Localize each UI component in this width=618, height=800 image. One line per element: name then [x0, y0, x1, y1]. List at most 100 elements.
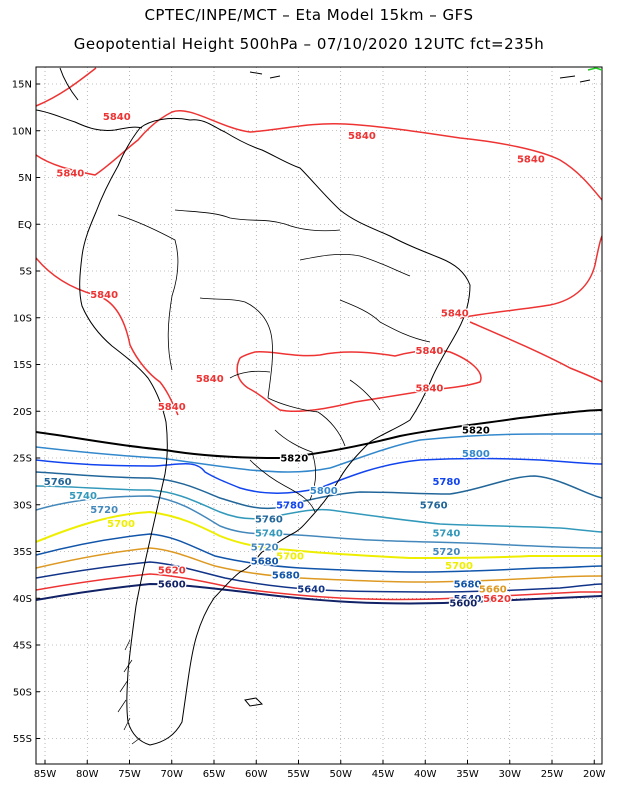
contour-5840-brazil: [236, 349, 482, 413]
lat-tick-label: 25S: [13, 454, 32, 465]
lat-tick-label: 5N: [18, 173, 32, 184]
contour-label-5840: 5840: [196, 374, 224, 385]
lat-tick-label: 55S: [13, 734, 32, 745]
contour-layer: [36, 67, 602, 605]
country-borders: [117, 209, 431, 513]
contour-label-5720: 5720: [432, 547, 460, 558]
contour-5700: [36, 510, 602, 560]
lon-tick-label: 70W: [160, 769, 183, 780]
title-line-1: CPTEC/INPE/MCT – Eta Model 15km – GFS: [144, 6, 474, 24]
lon-tick-label: 30W: [498, 769, 521, 780]
contour-5780: [36, 457, 602, 494]
contour-5740: [36, 485, 602, 533]
contour-label-5720: 5720: [90, 505, 118, 516]
contour-label-5840: 5840: [416, 383, 444, 394]
central-america-coastline: [36, 67, 143, 131]
contour-label-5620: 5620: [158, 566, 186, 577]
lat-tick-label: 30S: [13, 500, 32, 511]
lon-tick-label: 50W: [329, 769, 352, 780]
lat-tick-label: EQ: [18, 220, 32, 231]
lon-tick-label: 80W: [76, 769, 99, 780]
contour-label-5760: 5760: [420, 500, 448, 511]
contour-label-5720: 5720: [251, 542, 279, 553]
contour-label-5780: 5780: [432, 477, 460, 488]
contour-label-5840: 5840: [441, 309, 469, 320]
lat-tick-label: 10S: [13, 313, 32, 324]
contour-label-5840: 5840: [56, 168, 84, 179]
contour-label-5820: 5820: [280, 454, 308, 465]
contour-label-5840: 5840: [90, 290, 118, 301]
lon-tick-label: 65W: [203, 769, 226, 780]
lon-tick-label: 20W: [583, 769, 606, 780]
contour-label-5600: 5600: [158, 580, 186, 591]
contour-label-5800: 5800: [462, 449, 490, 460]
contour-5800: [36, 433, 602, 473]
lon-tick-label: 75W: [118, 769, 141, 780]
lat-tick-label: 40S: [13, 594, 32, 605]
contour-label-5680: 5680: [454, 580, 482, 591]
contour-label-5680: 5680: [272, 570, 300, 581]
contour-label-5640: 5640: [297, 584, 325, 595]
contour-label-5700: 5700: [445, 561, 473, 572]
contour-label-5760: 5760: [255, 514, 283, 525]
contour-5620: [36, 573, 602, 601]
plot-background: [36, 67, 602, 764]
axis-ticks: 15N 10N 5N EQ 5S 10S 15S 20S 25S 30S 35S 40S 45S 50S 5…: [12, 80, 606, 781]
green-boundary-mark: [587, 67, 603, 71]
contour-5840-peru: [36, 257, 179, 416]
title-line-2: Geopotential Height 500hPa – 07/10/2020 …: [73, 35, 545, 53]
contour-label-5840: 5840: [103, 112, 131, 123]
contour-label-5740: 5740: [69, 491, 97, 502]
contour-5840-atlantic: [459, 235, 602, 383]
contour-label-5840: 5840: [416, 346, 444, 357]
contour-label-5740: 5740: [432, 528, 460, 539]
contour-label-5680: 5680: [251, 556, 279, 567]
contour-5820: [36, 409, 602, 460]
contour-5660: [36, 547, 602, 583]
contour-label-5660: 5660: [479, 584, 507, 595]
contour-label-5640: 5640: [454, 594, 482, 605]
contour-5720: [36, 495, 602, 549]
lon-tick-label: 25W: [541, 769, 564, 780]
coastlines: [36, 67, 591, 746]
lon-tick-label: 40W: [414, 769, 437, 780]
lat-tick-label: 15N: [12, 80, 32, 91]
contour-label-5840: 5840: [348, 131, 376, 142]
contour-5600: [36, 582, 602, 605]
south-america-coastline: [79, 117, 471, 746]
chile-archipelago: [117, 639, 141, 745]
contour-label-5840: 5840: [158, 402, 186, 413]
lat-tick-label: 35S: [13, 547, 32, 558]
contour-label-5800: 5800: [310, 486, 338, 497]
contour-label-5740: 5740: [255, 528, 283, 539]
lon-tick-label: 60W: [245, 769, 268, 780]
caribbean-islands: [249, 71, 591, 83]
contour-label-5820: 5820: [462, 425, 490, 436]
lat-tick-label: 50S: [13, 687, 32, 698]
lat-tick-label: 10N: [12, 126, 32, 137]
lat-tick-label: 20S: [13, 407, 32, 418]
contour-label-5700: 5700: [107, 519, 135, 530]
lon-tick-label: 45W: [372, 769, 395, 780]
lon-tick-label: 55W: [287, 769, 310, 780]
lat-tick-label: 15S: [13, 360, 32, 371]
falkland-islands: [244, 697, 264, 707]
graticule: [36, 67, 602, 764]
lon-tick-label: 85W: [34, 769, 57, 780]
contour-label-5600: 5600: [449, 598, 477, 609]
contour-label-5760: 5760: [44, 477, 72, 488]
lon-tick-label: 35W: [456, 769, 479, 780]
lat-tick-label: 5S: [19, 267, 32, 278]
contour-labels: 5840 5840 5840 5840 5840 5840 5840 5840 5840 5840…: [43, 111, 547, 611]
lat-tick-label: 45S: [13, 641, 32, 652]
contour-5680: [36, 533, 602, 573]
contour-label-5780: 5780: [276, 500, 304, 511]
contour-label-5840: 5840: [517, 154, 545, 165]
contour-5760: [36, 471, 602, 510]
contour-5640: [36, 561, 602, 593]
contour-label-5620: 5620: [483, 594, 511, 605]
contour-5840-north: [36, 67, 602, 201]
map-frame: [35, 66, 603, 765]
contour-label-5700: 5700: [276, 552, 304, 563]
